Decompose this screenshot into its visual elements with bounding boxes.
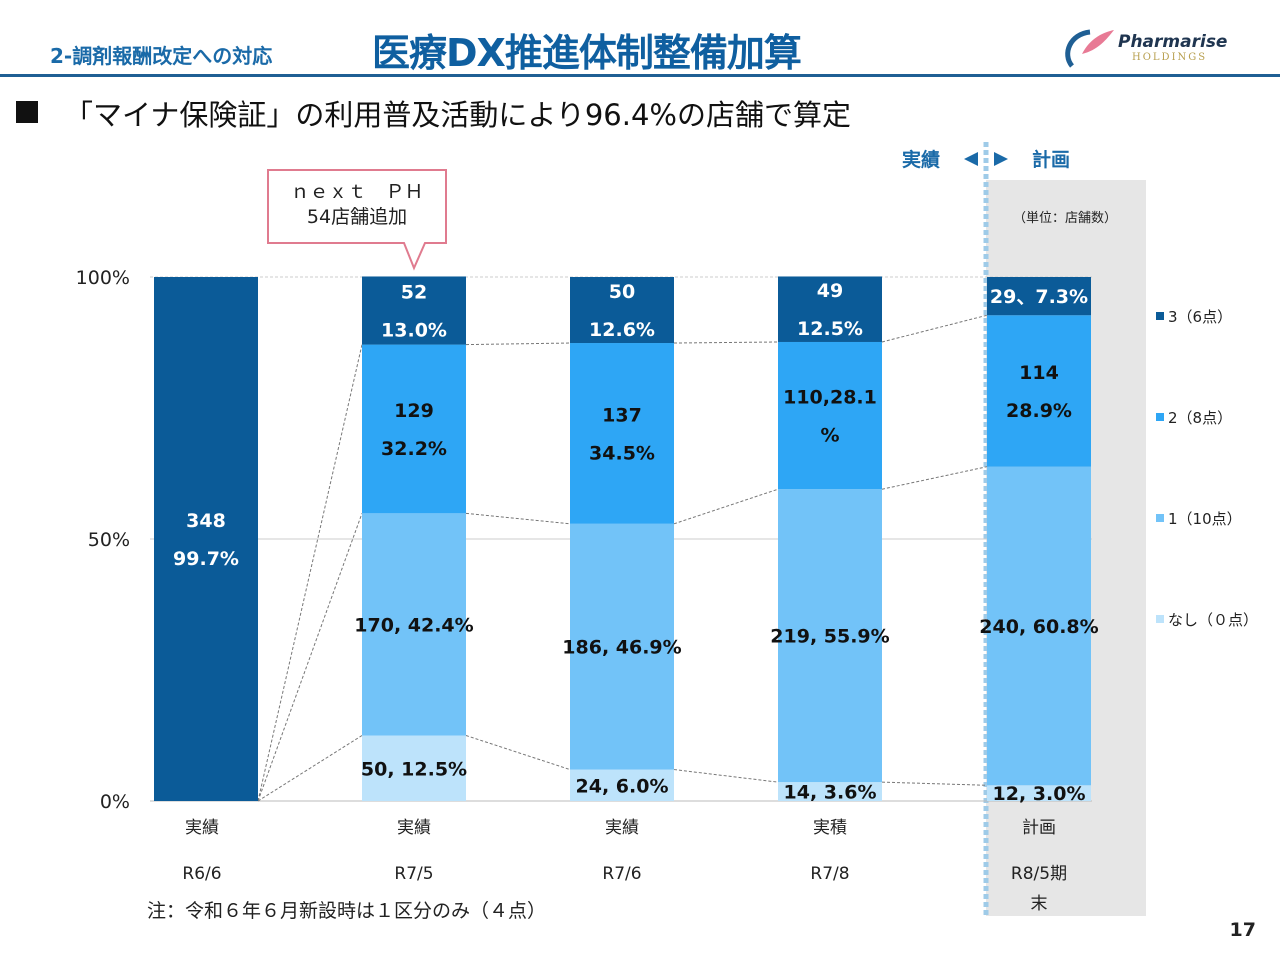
category-type-label: 実績 <box>397 818 431 838</box>
logo-sub: HOLDINGS <box>1132 52 1208 63</box>
bar-segment <box>570 277 674 344</box>
legend-label: 2（8点） <box>1168 409 1232 427</box>
category-type-label: 実積 <box>813 818 847 838</box>
footnote: 注：令和６年６月新設時は１区分のみ（４点） <box>147 900 546 922</box>
legend-swatch <box>1156 514 1164 522</box>
connector-line <box>673 769 779 783</box>
bar-segment <box>362 276 466 345</box>
bullet-icon <box>16 101 38 123</box>
actual-label: 実績 <box>902 148 940 171</box>
header-rule <box>0 74 1280 77</box>
bar-segment <box>987 315 1091 467</box>
legend-label: 1（10点） <box>1168 510 1242 528</box>
lead-label: 「マイナ保険証」の利用普及活動により96.4%の店舗で算定 <box>64 98 851 132</box>
y-tick-label: 50% <box>88 529 130 551</box>
data-label: 99.7% <box>173 548 239 570</box>
connector-line <box>465 512 571 525</box>
data-label: 52 <box>401 282 427 304</box>
bar-segment <box>987 466 1091 786</box>
legend-swatch <box>1156 312 1164 320</box>
bar-segment <box>570 523 674 770</box>
logo-mark-icon <box>1065 29 1114 68</box>
callout-line1: ｎｅｘｔ ＰＨ <box>290 181 423 203</box>
connector-line <box>257 735 363 802</box>
bar-segment <box>362 513 466 736</box>
company-logo: Pharmarise HOLDINGS <box>1060 24 1240 70</box>
data-label: % <box>820 425 839 447</box>
bar-segment <box>778 782 882 801</box>
data-label: 13.0% <box>381 320 447 342</box>
connector-line <box>257 344 363 802</box>
section-label: 2-調剤報酬改定への対応 <box>50 44 273 68</box>
x-tick-label: R6/6 <box>182 864 221 884</box>
data-label: 186, 46.9% <box>562 637 681 659</box>
data-label: 12.6% <box>589 319 655 341</box>
connector-line <box>465 735 571 771</box>
data-label: 50 <box>609 281 635 303</box>
data-label: 129 <box>394 400 434 422</box>
connector-line <box>881 781 988 786</box>
x-tick-label: R7/5 <box>394 864 433 884</box>
arrow-right-icon <box>994 152 1008 166</box>
bar-segment <box>362 735 466 801</box>
data-label: 240, 60.8% <box>979 616 1098 638</box>
plan-label: 計画 <box>1032 148 1070 171</box>
y-tick-label: 0% <box>100 791 130 813</box>
bar-segment <box>987 785 1091 801</box>
legend-label: 3（6点） <box>1168 308 1232 326</box>
data-label: 137 <box>602 404 642 426</box>
page-number: 17 <box>1230 919 1256 941</box>
legend-swatch <box>1156 615 1164 623</box>
connector-line <box>673 341 779 344</box>
data-label: 170, 42.4% <box>354 614 473 636</box>
data-label: 12.5% <box>797 318 863 340</box>
legend-label: なし（０点） <box>1168 611 1258 629</box>
bar-segment <box>362 344 466 514</box>
data-label: 34.5% <box>589 442 655 464</box>
x-tick-label: R7/6 <box>602 864 641 884</box>
legend-swatch <box>1156 413 1164 421</box>
callout-line2: 54店舗追加 <box>307 206 407 228</box>
x-tick-label: R7/8 <box>810 864 849 884</box>
bar-segment <box>987 277 1091 316</box>
data-label: 110,28.1 <box>783 387 877 409</box>
bar-segment <box>778 489 882 783</box>
connector-line <box>881 466 988 490</box>
data-label: 12, 3.0% <box>993 783 1086 805</box>
y-tick-label: 100% <box>76 267 130 289</box>
bar-segment <box>778 276 882 342</box>
bar-segment <box>570 769 674 801</box>
connector-line <box>673 488 779 525</box>
data-label: 114 <box>1019 362 1059 384</box>
arrow-left-icon <box>964 152 978 166</box>
lead-text: 「マイナ保険証」の利用普及活動により96.4%の店舗で算定 <box>16 92 851 134</box>
connector-line <box>257 513 363 802</box>
x-tick-label: R8/5期 <box>1011 864 1067 884</box>
bar-segment <box>778 341 882 490</box>
data-label: 50, 12.5% <box>361 758 467 780</box>
data-label: 32.2% <box>381 438 447 460</box>
connector-line <box>465 342 571 346</box>
bar-segment <box>570 343 674 524</box>
data-label: 219, 55.9% <box>770 626 889 648</box>
x-tick-label: 末 <box>1031 894 1048 914</box>
data-label: 49 <box>817 280 843 302</box>
category-type-label: 実績 <box>185 818 219 838</box>
connector-line <box>881 314 988 343</box>
category-type-label: 実績 <box>605 818 639 838</box>
callout-box <box>267 169 447 271</box>
category-type-label: 計画 <box>1022 818 1056 838</box>
data-label: 348 <box>186 510 226 532</box>
data-label: 29、7.3% <box>990 286 1088 308</box>
page-title: 医療DX推進体制整備加算 <box>372 31 802 75</box>
data-label: 28.9% <box>1006 400 1072 422</box>
logo-name: Pharmarise <box>1118 32 1228 52</box>
bar-segment <box>154 277 258 801</box>
data-label: 14, 3.6% <box>784 782 877 804</box>
data-label: 24, 6.0% <box>576 775 669 797</box>
unit-label: （単位：店舗数） <box>1013 210 1117 226</box>
